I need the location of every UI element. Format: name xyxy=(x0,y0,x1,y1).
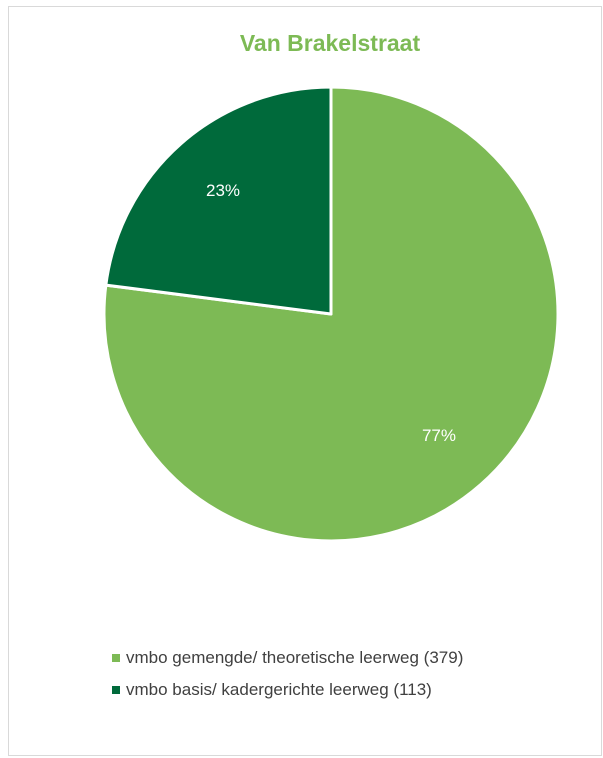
pie-slice-theoretical xyxy=(102,85,560,543)
legend-swatch-basis xyxy=(112,686,120,694)
pie-slice-basis xyxy=(104,85,333,316)
legend-label-theoretical: vmbo gemengde/ theoretische leerweg (379… xyxy=(126,648,464,667)
pie-chart: 77% 23% xyxy=(102,85,560,543)
chart-title: Van Brakelstraat xyxy=(239,30,421,56)
legend: vmbo gemengde/ theoretische leerweg (379… xyxy=(112,642,463,706)
legend-item: vmbo gemengde/ theoretische leerweg (379… xyxy=(112,642,463,674)
pie-label-basis: 23% xyxy=(206,181,240,200)
pie-label-theoretical: 77% xyxy=(422,426,456,445)
legend-item: vmbo basis/ kadergerichte leerweg (113) xyxy=(112,674,463,706)
legend-swatch-theoretical xyxy=(112,654,120,662)
legend-label-basis: vmbo basis/ kadergerichte leerweg (113) xyxy=(126,680,432,699)
